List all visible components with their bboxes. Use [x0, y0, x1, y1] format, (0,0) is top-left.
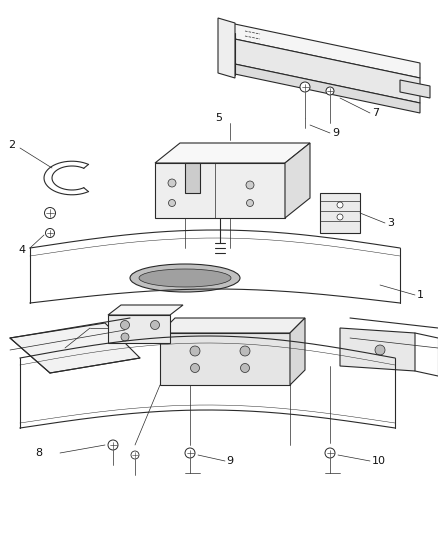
Circle shape — [247, 199, 254, 206]
Circle shape — [300, 82, 310, 92]
Circle shape — [326, 87, 334, 95]
Circle shape — [185, 448, 195, 458]
Ellipse shape — [139, 269, 231, 287]
Circle shape — [45, 207, 56, 219]
Polygon shape — [155, 143, 310, 163]
Polygon shape — [10, 323, 140, 373]
Polygon shape — [320, 193, 360, 233]
Text: 8: 8 — [35, 448, 42, 458]
Circle shape — [169, 199, 176, 206]
Circle shape — [240, 346, 250, 356]
Ellipse shape — [130, 264, 240, 292]
Text: 2: 2 — [8, 140, 15, 150]
Polygon shape — [155, 163, 285, 218]
Polygon shape — [230, 23, 420, 78]
Text: 9: 9 — [226, 456, 233, 466]
Text: 3: 3 — [387, 218, 394, 228]
Polygon shape — [285, 143, 310, 218]
Circle shape — [120, 320, 130, 329]
Polygon shape — [160, 333, 290, 385]
Text: 5: 5 — [215, 113, 222, 123]
Circle shape — [337, 214, 343, 220]
Circle shape — [151, 320, 159, 329]
Polygon shape — [340, 328, 415, 371]
Circle shape — [375, 345, 385, 355]
Circle shape — [246, 181, 254, 189]
Polygon shape — [108, 305, 183, 315]
Text: 4: 4 — [18, 245, 25, 255]
Polygon shape — [218, 18, 235, 78]
Polygon shape — [230, 63, 420, 113]
Circle shape — [131, 451, 139, 459]
Circle shape — [240, 364, 250, 373]
Text: 7: 7 — [372, 108, 379, 118]
Polygon shape — [290, 318, 305, 385]
Circle shape — [190, 346, 200, 356]
Polygon shape — [108, 315, 170, 343]
Text: 9: 9 — [332, 128, 339, 138]
Circle shape — [46, 229, 54, 238]
Text: 10: 10 — [372, 456, 386, 466]
Polygon shape — [400, 80, 430, 98]
Polygon shape — [230, 38, 420, 103]
Circle shape — [337, 202, 343, 208]
Circle shape — [121, 333, 129, 341]
Circle shape — [108, 440, 118, 450]
Polygon shape — [160, 318, 305, 333]
Text: 1: 1 — [417, 290, 424, 300]
Polygon shape — [185, 163, 200, 193]
Circle shape — [325, 448, 335, 458]
Circle shape — [168, 179, 176, 187]
Circle shape — [191, 364, 199, 373]
